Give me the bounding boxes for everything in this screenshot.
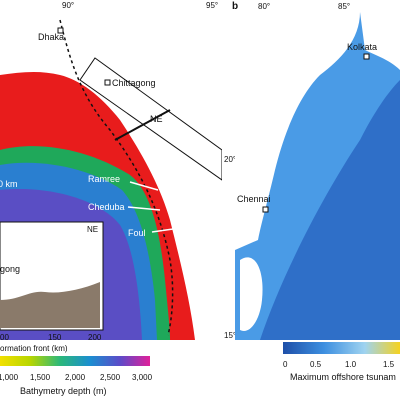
- inset-tick: 200: [88, 333, 102, 342]
- land-east: [360, 12, 400, 70]
- colorbar-label: Maximum offshore tsunam: [290, 372, 396, 382]
- colorbar-label: Bathymetry depth (m): [20, 386, 107, 396]
- distance-label: 0 km: [0, 179, 18, 189]
- inset-label: NE: [87, 225, 98, 234]
- inset-tick: 150: [48, 333, 62, 342]
- place-label: Ramree: [88, 174, 120, 184]
- lon-label: 90°: [62, 1, 74, 10]
- map-b: Kolkata Chennai: [235, 12, 400, 340]
- arrow: [151, 227, 181, 233]
- deformation-front: [59, 19, 174, 336]
- colorbar: [283, 342, 400, 354]
- place-label: Chennai: [237, 194, 271, 204]
- arrow: [127, 206, 161, 211]
- inset-tick: 00: [0, 333, 9, 342]
- inset-axis-label: ormation front (km): [0, 344, 68, 353]
- colorbar-tick: 2,500: [100, 373, 121, 382]
- colorbar-tick: 0: [283, 360, 288, 369]
- colorbar-tick: 0.5: [310, 360, 322, 369]
- colorbar-tick: 1.0: [345, 360, 357, 369]
- lat-label: 20°: [224, 155, 236, 164]
- arrow: [129, 181, 159, 191]
- place-label: Chittagong: [112, 78, 156, 88]
- profile-line: [114, 109, 171, 141]
- deep-sea: [260, 80, 400, 340]
- place-label: Foul: [128, 228, 146, 238]
- colorbar-tick: 3,000: [132, 373, 153, 382]
- sri-lanka: [240, 257, 263, 331]
- colorbar: [0, 356, 150, 366]
- lon-label: 85°: [338, 2, 350, 11]
- lon-label: 95°: [206, 1, 218, 10]
- inset-profile: [0, 282, 100, 328]
- city-marker: [262, 206, 269, 213]
- city-marker: [363, 53, 370, 60]
- place-label: Dhaka: [38, 32, 64, 42]
- colorbar-tick: 1,000: [0, 373, 19, 382]
- inset-place: gong: [0, 264, 20, 274]
- place-label: Cheduba: [88, 202, 125, 212]
- profile-label: NE: [150, 114, 163, 124]
- lat-label: 15°: [224, 331, 236, 340]
- lon-label: 80°: [258, 2, 270, 11]
- place-label: Kolkata: [347, 42, 377, 52]
- colorbar-tick: 1,500: [30, 373, 51, 382]
- land: [0, 10, 222, 340]
- profile-box: [79, 57, 222, 181]
- city-marker: [57, 27, 64, 34]
- land-india: [235, 12, 360, 250]
- colorbar-tick: 1.5: [383, 360, 395, 369]
- colorbar-tick: 2,000: [65, 373, 86, 382]
- panel-letter: b: [232, 1, 238, 12]
- map-a: Dhaka Chittagong NE Ramree Cheduba Foul …: [0, 10, 222, 340]
- city-marker: [104, 79, 111, 86]
